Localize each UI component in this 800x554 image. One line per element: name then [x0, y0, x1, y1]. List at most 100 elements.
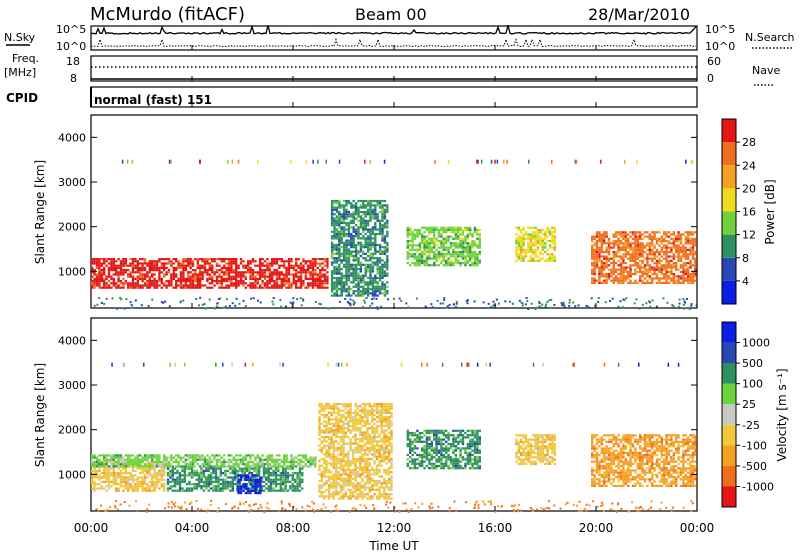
echo-cell [259, 271, 262, 274]
colorbar-tick-label: 28 [742, 136, 756, 149]
echo-cell [437, 255, 441, 258]
echo-cell [103, 463, 106, 466]
echo-cell [347, 226, 351, 229]
echo-cell [517, 253, 520, 256]
echo-cell [148, 262, 151, 265]
echo-cell [179, 286, 183, 289]
echo-cell [541, 253, 544, 256]
echo-cell [572, 301, 575, 304]
echo-cell [685, 159, 687, 164]
echo-cell [677, 253, 680, 256]
echo-cell [267, 478, 270, 481]
echo-cell [155, 483, 159, 486]
echo-cell [421, 255, 424, 258]
echo-cell [110, 480, 113, 483]
echo-cell [684, 253, 687, 256]
echo-cell [442, 248, 445, 251]
echo-cell [651, 235, 654, 238]
echo-cell [318, 468, 321, 472]
echo-cell [131, 480, 135, 483]
echo-cell [141, 264, 144, 267]
echo-cell [100, 286, 103, 289]
echo-cell [239, 271, 243, 274]
echo-cell [107, 476, 111, 479]
echo-cell [146, 275, 149, 278]
echo-cell [110, 260, 113, 263]
echo-cell [447, 235, 450, 238]
echo-cell [529, 246, 532, 249]
echo-cell [155, 260, 159, 263]
echo-cell [362, 250, 365, 253]
echo-cell [352, 299, 355, 302]
echo-cell [694, 231, 697, 234]
echo-cell [332, 482, 335, 485]
echo-cell [672, 266, 675, 269]
echo-cell [239, 277, 243, 280]
echo-cell [286, 476, 290, 479]
echo-cell [335, 473, 338, 476]
echo-cell [194, 456, 197, 459]
echo-cell [304, 286, 307, 289]
echo-cell [268, 277, 271, 280]
echo-cell [206, 271, 209, 274]
echo-cell [677, 233, 680, 236]
echo-cell [352, 219, 355, 222]
echo-cell [201, 284, 204, 287]
echo-cell [646, 273, 649, 276]
echo-cell [342, 250, 346, 253]
echo-cell [335, 199, 339, 203]
echo-cell [342, 199, 346, 203]
echo-cell [100, 302, 103, 304]
echo-cell [333, 237, 336, 240]
echo-cell [374, 210, 377, 214]
echo-cell [249, 269, 252, 272]
echo-cell [658, 253, 661, 256]
echo-cell [366, 199, 370, 203]
echo-cell [684, 231, 687, 234]
echo-cell [522, 255, 525, 258]
echo-cell [471, 246, 474, 249]
echo-cell [591, 251, 594, 254]
echo-cell [660, 242, 663, 245]
echo-cell [220, 286, 223, 289]
echo-cell [442, 228, 445, 232]
echo-cell [107, 465, 111, 468]
echo-cell [398, 297, 401, 300]
echo-cell [466, 253, 469, 256]
echo-cell [134, 260, 137, 263]
echo-cell [297, 271, 300, 274]
echo-cell [124, 463, 127, 466]
echo-cell [117, 271, 120, 274]
echo-cell [243, 467, 246, 470]
echo-cell [421, 233, 424, 236]
echo-cell [287, 262, 291, 265]
echo-cell [610, 242, 613, 245]
echo-cell [333, 208, 336, 211]
echo-cell [239, 476, 243, 479]
echo-cell [208, 266, 211, 269]
echo-cell [418, 248, 421, 251]
echo-cell [165, 280, 168, 283]
echo-cell [151, 480, 154, 483]
echo-cell [211, 460, 214, 464]
echo-cell [386, 274, 389, 277]
echo-cell [91, 280, 94, 283]
echo-cell [641, 259, 644, 262]
echo-cell [208, 286, 211, 289]
echo-cell [416, 233, 419, 236]
echo-cell [283, 277, 286, 280]
echo-cell [295, 280, 298, 283]
echo-cell [107, 286, 111, 289]
echo-cell [195, 478, 198, 481]
echo-cell [175, 266, 178, 269]
echo-cell [261, 454, 264, 457]
echo-cell [271, 262, 274, 265]
echo-cell [619, 268, 623, 271]
echo-cell [242, 282, 245, 285]
echo-cell [340, 221, 343, 225]
echo-cell [452, 226, 455, 229]
echo-cell [527, 226, 530, 229]
echo-cell [115, 269, 118, 272]
echo-cell [291, 483, 294, 486]
echo-cell [163, 463, 166, 466]
